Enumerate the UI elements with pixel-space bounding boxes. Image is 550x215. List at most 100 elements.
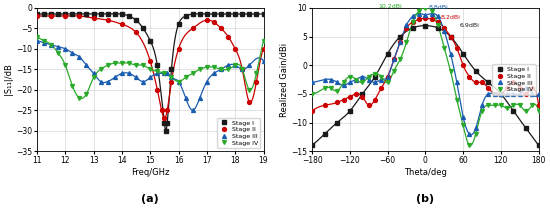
Stage IV — [253, 72, 260, 75]
Stage I — [510, 110, 517, 112]
Stage IV — [372, 72, 378, 75]
Stage IV — [472, 133, 479, 135]
Stage III — [76, 56, 82, 58]
Stage IV — [76, 97, 82, 99]
Stage IV — [133, 64, 139, 66]
Stage II — [133, 31, 139, 34]
Stage II — [340, 98, 347, 101]
Stage II — [384, 75, 391, 78]
Stage II — [76, 15, 82, 17]
Stage II — [48, 15, 54, 17]
Stage III — [246, 64, 252, 66]
Stage I — [119, 13, 125, 15]
Stage III — [140, 80, 146, 83]
Stage II — [218, 27, 224, 30]
Stage I — [359, 92, 366, 95]
Stage III — [535, 92, 542, 95]
Stage IV — [441, 47, 448, 49]
Stage III — [48, 43, 54, 46]
Stage III — [454, 81, 460, 84]
Stage I — [321, 133, 328, 135]
Stage II — [168, 80, 175, 83]
Stage III — [472, 127, 479, 129]
Stage III — [112, 76, 118, 79]
Stage II — [232, 48, 239, 50]
Stage III — [90, 72, 97, 75]
Stage II — [447, 35, 454, 38]
Stage IV — [119, 62, 125, 64]
Stage IV — [516, 104, 523, 107]
Stage I — [211, 13, 217, 15]
Stage I — [76, 13, 82, 15]
Stage II — [378, 87, 384, 89]
Stage II — [409, 21, 416, 23]
Stage III — [218, 68, 224, 71]
Stage I — [62, 13, 69, 15]
X-axis label: Theta/deg: Theta/deg — [404, 168, 447, 177]
Stage III — [239, 68, 245, 71]
Stage III — [168, 76, 175, 79]
Stage IV — [175, 80, 182, 83]
Stage IV — [112, 62, 118, 64]
Stage IV — [196, 68, 203, 71]
Stage II — [353, 92, 360, 95]
Stage II — [158, 109, 165, 112]
Stage I — [164, 121, 170, 124]
Stage III — [334, 81, 340, 84]
Stage IV — [346, 75, 353, 78]
Stage I — [175, 23, 182, 26]
Stage I — [154, 64, 161, 66]
Stage III — [529, 92, 536, 95]
Stage IV — [529, 104, 536, 107]
Stage IV — [384, 81, 391, 84]
Stage I — [147, 39, 153, 42]
Stage I — [372, 75, 378, 78]
Stage III — [378, 78, 384, 81]
Stage III — [133, 76, 139, 79]
Stage IV — [204, 66, 210, 69]
Stage II — [246, 101, 252, 103]
Stage IV — [126, 62, 133, 64]
Stage IV — [189, 72, 196, 75]
Stage III — [346, 81, 353, 84]
Line: Stage IV: Stage IV — [310, 6, 541, 147]
Stage IV — [55, 52, 62, 54]
Stage II — [390, 58, 397, 61]
Stage III — [147, 76, 153, 79]
Stage II — [321, 104, 328, 107]
Stage IV — [182, 76, 189, 79]
Stage II — [62, 15, 69, 17]
Stage I — [189, 13, 196, 15]
Text: 10.2dBi: 10.2dBi — [378, 4, 402, 9]
Stage III — [409, 15, 416, 18]
Stage III — [225, 64, 232, 66]
Stage III — [516, 92, 523, 95]
Stage IV — [161, 72, 168, 75]
Stage III — [97, 80, 104, 83]
Stage I — [196, 13, 203, 15]
Stage IV — [434, 24, 441, 26]
Stage III — [504, 92, 510, 95]
Stage IV — [340, 81, 347, 84]
Stage III — [491, 92, 498, 95]
Stage III — [510, 92, 517, 95]
Stage I — [397, 35, 404, 38]
Stage III — [126, 72, 133, 75]
Stage IV — [447, 70, 454, 72]
Stage IV — [218, 68, 224, 71]
Stage I — [225, 13, 232, 15]
Stage II — [434, 21, 441, 23]
Text: (a): (a) — [141, 194, 159, 204]
Stage II — [485, 87, 492, 89]
Stage I — [48, 13, 54, 15]
Text: (b): (b) — [416, 194, 435, 204]
Stage I — [161, 121, 168, 124]
Stage IV — [422, 6, 428, 9]
Stage I — [346, 110, 353, 112]
Stage IV — [454, 98, 460, 101]
Stage IV — [378, 75, 384, 78]
Stage IV — [246, 88, 252, 91]
Stage II — [422, 17, 428, 19]
Stage IV — [460, 124, 466, 127]
Stage IV — [232, 64, 239, 66]
